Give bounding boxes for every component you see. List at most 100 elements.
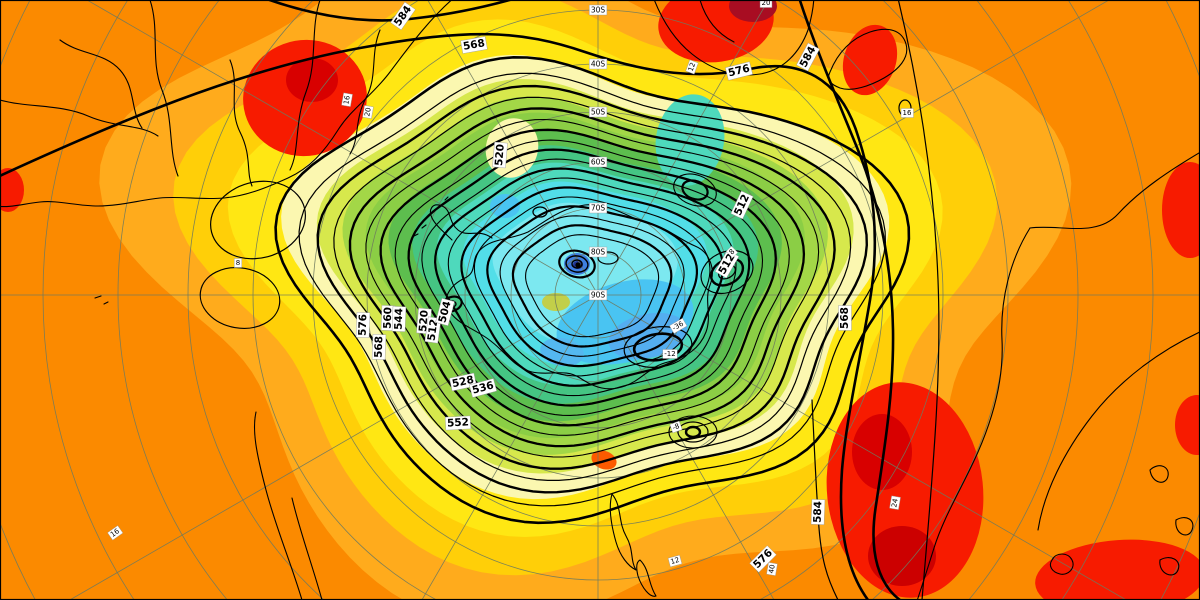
height-label-520-6-box (492, 141, 508, 169)
temperature-label-8-5: 8 (234, 258, 242, 268)
temperature-label-16-2: 16 (900, 108, 914, 118)
coastline-island-group-1 (1149, 465, 1169, 483)
closed-contour-cell-5 (632, 332, 684, 362)
graticule-meridian-120 (421, 294, 599, 600)
outer-height-contour-3 (897, 0, 940, 600)
height-label-584-18-text: 584 (812, 501, 825, 523)
height-label-584-18: 584 (810, 499, 826, 525)
height-label-576-7: 576 (355, 312, 371, 338)
height-label-528-14-text: 528 (451, 374, 475, 390)
outer-height-contour-2 (798, 0, 902, 600)
height-contour-ring-7 (434, 167, 751, 407)
outer-height-contour-0 (0, 32, 877, 600)
temperature-label-16-3-box (341, 92, 353, 107)
height-contour-ring-3 (486, 205, 698, 368)
temperature-label-20-4: 20 (362, 105, 374, 119)
closed-contour-cell-9 (700, 249, 754, 295)
graticule-meridian-150 (68, 294, 599, 600)
temperature-label-12-12: 12 (667, 554, 683, 568)
temperature-label-12-1-text: 12 (687, 61, 698, 72)
height-label-512-12-text: 512 (426, 318, 441, 341)
height-label-544-10-box (391, 306, 407, 332)
temperature-label-24-10-text: 24 (890, 497, 900, 508)
temperature-label--36-8: -36 (669, 317, 688, 334)
height-contour-ring-0 (525, 234, 660, 338)
latitude-label-60S: 60S (589, 156, 608, 168)
temperature-label-16-2-text: 16 (903, 109, 912, 117)
latitude-label-90S-box (589, 289, 608, 301)
closed-contour-cell-10 (681, 179, 709, 201)
height-label-584-18-box (810, 499, 826, 525)
field-patch-19 (542, 293, 570, 311)
graticule-meridian-60 (597, 294, 775, 600)
coastline-sa-border-3 (59, 39, 143, 129)
height-label-536-15-box (469, 378, 497, 398)
coastline-island-group-2 (1175, 517, 1194, 536)
temperature-label--8-13-box (669, 420, 683, 434)
height-label-576-2-box (725, 61, 753, 81)
field-patch-5 (842, 24, 898, 96)
height-contour-ring-14 (333, 96, 852, 481)
closed-contour-cell-4 (558, 249, 596, 279)
temperature-label-16-7-text: 16 (109, 527, 121, 539)
field-patch-8 (852, 414, 912, 490)
height-label-512-12-box (424, 316, 442, 344)
latitude-label-30S-box (589, 4, 608, 16)
coastline-antarctica (445, 204, 713, 390)
latitude-label-70S-box (589, 202, 608, 214)
temperature-label-12-12-text: 12 (670, 556, 681, 566)
coastline-falkland-dot (94, 295, 109, 305)
temperature-label-24-10: 24 (889, 495, 901, 510)
height-label-584-0-box (390, 1, 416, 31)
latitude-label-80S-text: 80S (591, 248, 606, 257)
height-label-576-7-text: 576 (357, 314, 370, 336)
latitude-label-60S-box (589, 156, 608, 168)
temperature-label-8-6: 8 (725, 245, 739, 259)
height-contour-ring-10 (394, 139, 790, 436)
temperature-label-16-3: 16 (341, 92, 353, 107)
temperature-label-20-4-box (362, 105, 374, 119)
height-contour-ring-4 (473, 196, 711, 377)
temperature-label-40-11: 40 (766, 562, 778, 576)
outer-height-contour-1 (265, 0, 515, 22)
height-label-520-6-text: 520 (493, 144, 507, 167)
temperature-label-8-5-box (234, 258, 242, 268)
height-label-568-19-text: 568 (839, 307, 851, 329)
height-label-520-6: 520 (492, 141, 508, 169)
height-contour-ring-11 (379, 128, 806, 448)
height-label-552-16: 552 (445, 415, 471, 431)
height-label-560-9: 560 (380, 305, 396, 331)
height-label-576-2: 576 (725, 61, 753, 81)
temperature-label-12-1-box (685, 59, 699, 75)
height-contour-ring-15 (316, 84, 868, 494)
latitude-label-80S: 80S (589, 246, 608, 258)
latitude-label-90S: 90S (589, 289, 608, 301)
height-label-536-15: 536 (469, 378, 497, 398)
height-label-552-16-text: 552 (447, 416, 470, 429)
height-contour-ring-17 (274, 56, 911, 525)
height-contour-ring-1 (511, 224, 673, 348)
coastline-chile-coast (253, 411, 303, 600)
field-patch-1 (286, 58, 338, 102)
coastline-new-zealand-south (609, 493, 637, 571)
height-label-568-1-text: 568 (462, 37, 486, 53)
latitude-label-60S-text: 60S (591, 158, 606, 167)
field-patch-6 (1162, 162, 1200, 258)
coastline-tasmania (1049, 553, 1074, 575)
coastline-australia-west-coast (916, 227, 1031, 600)
height-label-552-16-box (445, 415, 471, 431)
temperature-label--8-13: -8 (669, 420, 683, 434)
height-label-512-12: 512 (424, 316, 442, 344)
height-label-568-8-text: 568 (373, 336, 386, 358)
height-label-560-9-text: 560 (382, 307, 395, 329)
coastline-chile-border (291, 497, 323, 600)
temperature-label-20-0-box (759, 0, 773, 8)
closed-contour-cell-3 (565, 255, 589, 273)
latitude-label-30S: 30S (589, 4, 608, 16)
coastline-madagascar (827, 28, 908, 90)
coastline-australia-north (1029, 151, 1200, 229)
temperature-label-8-6-box (725, 245, 739, 259)
height-label-568-8-box (371, 334, 387, 360)
height-label-568-8: 568 (371, 334, 387, 360)
